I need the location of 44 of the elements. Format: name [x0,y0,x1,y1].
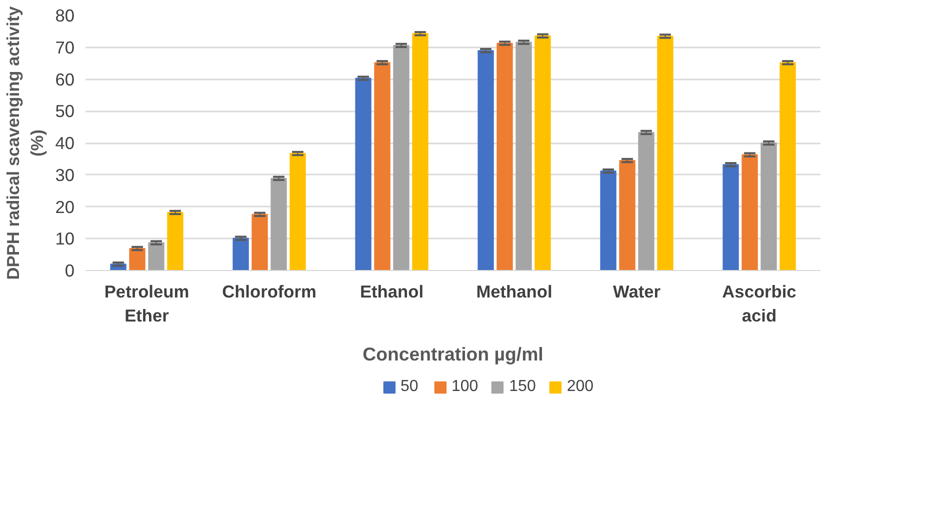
bar [619,160,636,270]
y-tick-label: 20 [55,196,75,217]
y-tick-label: 80 [55,6,75,26]
bar [374,62,390,270]
bar [760,142,777,270]
legend-label: 200 [566,378,594,396]
bar [290,153,306,270]
x-tick-label: Ascorbic acid [722,282,797,326]
bar [412,33,428,270]
bar [600,170,616,270]
y-tick-label: 0 [64,260,75,280]
x-tick-label: Petroleum Ether [104,282,190,326]
bar [657,36,674,270]
legend-label: 50 [400,378,420,396]
bar [780,62,796,270]
bar [393,44,410,270]
bar [252,214,268,270]
y-tick-label: 30 [55,164,75,185]
bar [742,154,758,270]
bar [496,42,513,270]
bar [534,35,551,270]
bar [129,248,146,270]
y-axis-title: DPPH radical scavenging activity (%) [3,6,48,280]
x-tick-label: Water [613,282,661,302]
x-axis-title: Concentration µg/ml [362,344,544,364]
bar [270,178,287,270]
x-tick-label: Ethanol [360,282,424,302]
bar [167,212,184,270]
bar [638,132,654,270]
legend-label: 100 [451,378,478,396]
y-tick-label: 60 [55,69,75,90]
bar [478,50,494,270]
y-tick-label: 50 [55,101,75,122]
x-tick-label: Chloroform [222,282,316,302]
y-tick-label: 40 [55,133,75,153]
legend-label: 150 [509,378,536,396]
bar [516,42,532,270]
x-tick-label: Methanol [476,282,552,302]
bar [232,238,249,270]
bar [355,78,372,270]
y-tick-label: 10 [55,228,75,249]
bar [148,242,164,270]
y-tick-label: 70 [55,37,75,58]
bar [722,164,739,270]
